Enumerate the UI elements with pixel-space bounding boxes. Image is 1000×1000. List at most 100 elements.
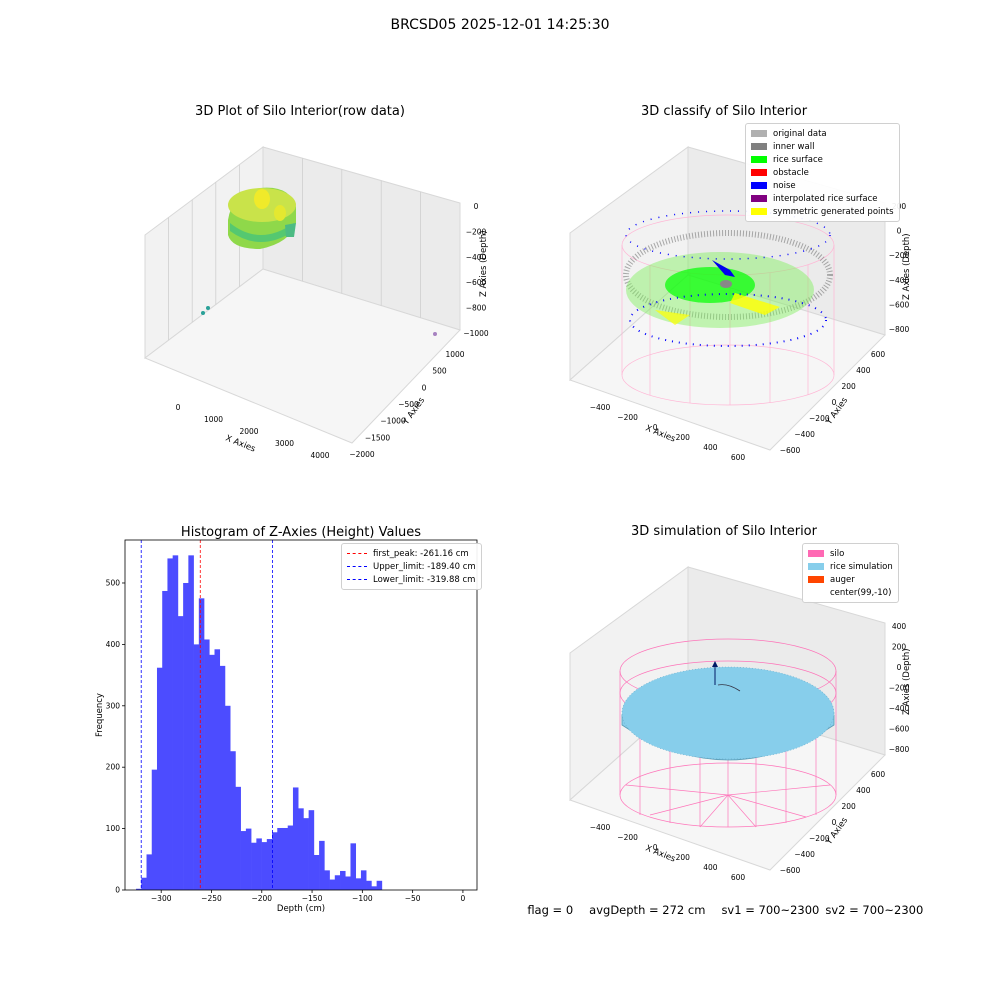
legend-entry: Lower_limit: -319.88 cm [347,573,476,586]
axis-tick-label: −400 [466,253,487,262]
axis-tick-label: 600 [871,350,886,359]
simulation-3d-plot: −400−20002004006006004002000−200−400−600… [569,566,912,882]
axis-tick-label: 0 [653,843,658,852]
axis-tick-label: −200 [809,414,830,423]
axis-tick-label: 3000 [275,439,294,448]
x-tick-label: −50 [405,894,421,903]
x-tick-label: −150 [302,894,323,903]
legend-line-swatch [347,579,367,580]
axis-tick-label: 0 [176,403,181,412]
histogram-bar [198,598,205,890]
histogram-y-label: Frequency [95,693,105,737]
histogram-bar [136,888,142,890]
axis-tick-label: −200 [617,833,638,842]
axis-tick-label: −400 [590,823,611,832]
histogram-bar [219,665,226,890]
raw-x-axis-label: X Axies [224,434,257,455]
axis-tick-label: −500 [398,400,419,409]
legend-entry: interpolated rice surface [751,192,894,205]
histogram-bar [245,828,252,890]
legend-swatch [751,130,767,137]
axis-tick-label: 0 [653,423,658,432]
legend-swatch [751,156,767,163]
axis-tick-label: −400 [794,850,815,859]
axis-tick-label: 400 [856,366,871,375]
classify-x-axis-label: X Axies [644,424,677,445]
histogram-frame [124,539,478,891]
axis-tick-label: −200 [617,413,638,422]
histogram-bar [177,616,184,890]
legend-swatch [808,589,824,596]
simulation-y-axis-label: Y Axies [824,815,851,847]
classify-3d-plot: −400−20002004006006004002000−200−400−600… [569,146,912,462]
outlier-point [201,311,205,315]
histogram-x-label: Depth (cm) [277,904,325,914]
histogram-bar [188,555,194,890]
histogram-bar [146,854,153,890]
axis-tick-label: 4000 [310,451,329,460]
histogram-bar [303,818,309,890]
axis-tick-label: −400 [590,403,611,412]
axis-tick-label: −1500 [365,433,391,442]
classify-legend: original data inner wall rice surface obsta… [745,123,900,222]
legend-label: auger [830,574,855,585]
flag-text: flag = 0 [527,903,574,917]
histogram-bar [214,649,221,890]
x-tick-label: −200 [251,894,272,903]
axis-tick-label: 200 [842,382,857,391]
legend-swatch [808,563,824,570]
classify-z-axis-label: Z Axies (Depth) [902,233,912,300]
histogram-bar [224,705,231,890]
y-tick-label: 300 [106,701,121,710]
histogram-bar [240,831,247,890]
axis-tick-label: −200 [889,251,910,260]
legend-line-swatch [347,566,367,567]
legend-label: inner wall [773,141,815,152]
legend-label: symmetric generated points [773,206,894,217]
histogram-legend: first_peak: -261.16 cm Upper_limit: -189.… [341,543,482,590]
histogram-bar [256,838,262,890]
legend-swatch [808,550,824,557]
legend-entry: symmetric generated points [751,205,894,218]
legend-label: interpolated rice surface [773,193,878,204]
legend-label: center(99,-10) [830,587,892,598]
histogram-bar [183,582,189,890]
classify-y-axis-label: Y Axies [824,395,851,427]
axis-tick-label: −400 [889,276,910,285]
axis-tick-label: −200 [889,684,910,693]
histogram-bar [209,654,215,890]
histogram-bar [340,870,346,890]
figure-title: BRCSD05 2025-12-01 14:25:30 [390,17,610,33]
auger-marker [712,661,741,692]
histogram-bar [324,870,330,890]
axis-tick-label: −1000 [380,417,406,426]
histogram-bar [345,876,351,890]
legend-swatch [751,195,767,202]
status-footer: flag = 0 avgDepth = 272 cm sv1 = 700~2300 s… [520,889,939,917]
histogram-bar [282,827,289,890]
axis-tick-label: 0 [832,398,837,407]
axis-tick-label: −800 [466,304,487,313]
x-tick-label: 0 [461,894,466,903]
x-tick-label: −100 [352,894,373,903]
histogram-title: Histogram of Z-Axies (Height) Values [181,525,421,540]
axis-tick-label: −800 [889,745,910,754]
histogram-bar [329,879,336,890]
raw-panel-title: 3D Plot of Silo Interior(row data) [195,104,405,119]
axis-tick-label: 200 [676,853,691,862]
histogram-bar [172,555,179,890]
legend-entry: auger [808,573,893,586]
raw-z-axis-label: Z Axies (Depth) [479,230,489,297]
histogram-bar [355,878,362,890]
outlier-point [206,306,210,310]
axis-tick-label: 1000 [445,350,464,359]
axis-tick-label: 600 [731,873,746,882]
legend-entry: rice surface [751,153,894,166]
rice-simulation-surface [621,666,835,761]
raw-3d-plot: 0100020003000400010005000−500−1000−1500−… [143,146,489,460]
axis-tick-label: 0 [897,227,902,236]
legend-entry: noise [751,179,894,192]
histogram-bar [366,880,372,890]
legend-entry: rice simulation [808,560,893,573]
y-tick-label: 200 [106,763,121,772]
